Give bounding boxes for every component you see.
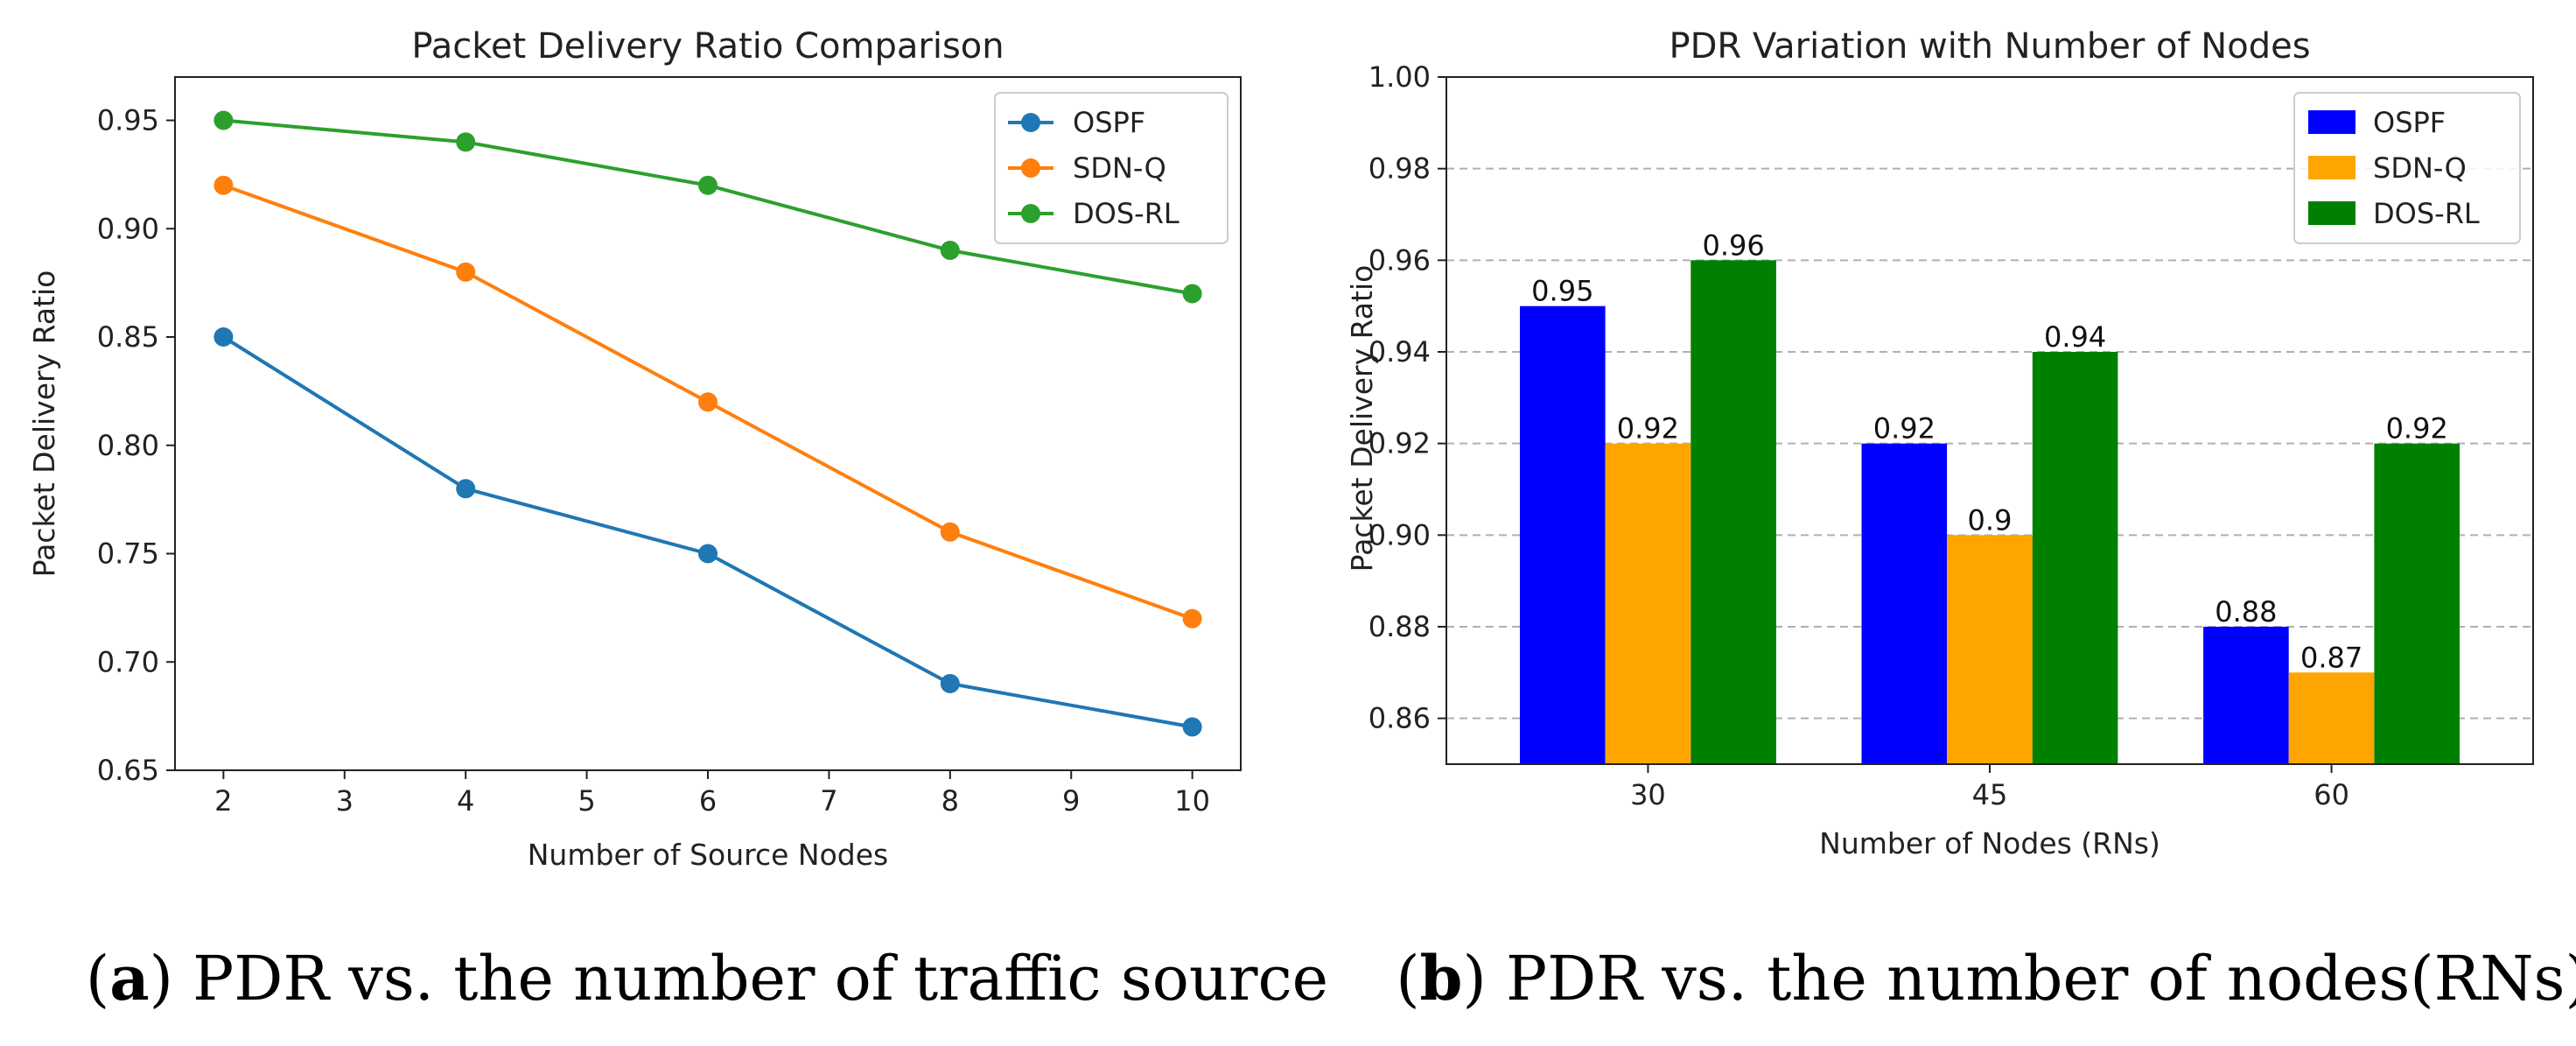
bar-value-label: 0.92: [1873, 412, 1936, 446]
bar-chart-legend: OSPF SDN-Q DOS-RL: [2293, 92, 2521, 244]
y-tick-label: 0.92: [1368, 427, 1431, 460]
y-tick-label: 0.70: [97, 645, 159, 678]
line-chart-y-ticks: 0.65 0.70 0.75 0.80 0.85 0.90 0.95: [97, 104, 175, 787]
bar-dos-rl-30: [1690, 260, 1776, 764]
data-point-sdn-q: [456, 262, 476, 282]
bar-value-label: 0.96: [1702, 228, 1764, 262]
data-point-ospf: [698, 544, 718, 564]
y-tick-label: 0.88: [1368, 610, 1431, 643]
bar-sdn-q-30: [1605, 443, 1691, 764]
bar-value-label: 0.95: [1531, 275, 1593, 308]
x-tick-label: 10: [1174, 784, 1210, 818]
legend-box: [994, 92, 1228, 244]
y-tick-label: 0.86: [1368, 702, 1431, 735]
line-chart-plot: [214, 110, 1202, 737]
y-tick-label: 0.85: [97, 320, 159, 354]
bar-value-label: 0.88: [2215, 595, 2277, 628]
caption-a-text: PDR vs. the number of traffic source: [173, 943, 1328, 1014]
data-point-ospf: [1182, 717, 1202, 737]
x-tick-label: 60: [2314, 778, 2349, 811]
bar-chart-title: PDR Variation with Number of Nodes: [1669, 26, 2310, 67]
data-point-dos-rl: [1182, 284, 1202, 304]
data-point-sdn-q: [698, 392, 718, 412]
legend-label-ospf: OSPF: [1073, 106, 1145, 139]
bar-chart: PDR Variation with Number of Nodes 0.950…: [1345, 26, 2534, 860]
bar-chart-y-ticks: 0.86 0.88 0.90 0.92 0.94 0.96 0.98 1.00: [1368, 60, 1446, 735]
bar-value-label: 0.94: [2044, 320, 2106, 354]
legend-label-dos-rl: DOS-RL: [1073, 197, 1180, 230]
line-chart-title: Packet Delivery Ratio Comparison: [411, 26, 1004, 67]
data-point-sdn-q: [1182, 608, 1202, 628]
x-tick-label: 2: [214, 784, 232, 818]
bar-chart-xlabel: Number of Nodes (RNs): [1819, 826, 2160, 860]
legend-dot-dos-rl: [1021, 204, 1040, 223]
bar-value-label: 0.9: [1968, 503, 2012, 537]
caption-b: (b) PDR vs. the number of nodes(RNs): [1396, 942, 2576, 1014]
data-point-dos-rl: [456, 132, 476, 152]
line-chart-ylabel: Packet Delivery Ratio: [27, 270, 61, 578]
x-tick-label: 9: [1062, 784, 1080, 818]
caption-b-text: PDR vs. the number of nodes(RNs): [1487, 943, 2576, 1014]
y-tick-label: 0.94: [1368, 335, 1431, 369]
line-chart-xlabel: Number of Source Nodes: [528, 838, 889, 872]
legend-swatch-sdn-q: [2308, 156, 2356, 179]
data-point-ospf: [214, 327, 234, 347]
legend-dot-sdn-q: [1021, 158, 1040, 178]
data-point-sdn-q: [940, 522, 960, 542]
data-point-dos-rl: [940, 241, 960, 260]
x-tick-label: 4: [457, 784, 474, 818]
bar-chart-plot: 0.95 0.92 0.96 0.92 0.9 0.94 0.88 0.87 0.92: [1520, 228, 2460, 764]
data-point-ospf: [940, 674, 960, 693]
bar-ospf-45: [1861, 443, 1948, 764]
bar-sdn-q-45: [1947, 535, 2033, 764]
x-tick-label: 3: [336, 784, 354, 818]
bar-value-label: 0.87: [2300, 641, 2362, 674]
y-tick-label: 0.98: [1368, 152, 1431, 186]
x-tick-label: 5: [578, 784, 595, 818]
caption-a-letter: a: [109, 942, 149, 1014]
legend-dot-ospf: [1021, 113, 1040, 132]
y-tick-label: 0.80: [97, 429, 159, 462]
line-chart: Packet Delivery Ratio Comparison 2 3 4 5 6 7 8…: [27, 26, 1242, 872]
bar-value-label: 0.92: [1617, 412, 1679, 446]
bar-value-label: 0.92: [2386, 412, 2448, 446]
bar-sdn-q-60: [2288, 672, 2375, 764]
legend-swatch-ospf: [2308, 110, 2356, 134]
bar-ospf-30: [1520, 305, 1606, 764]
x-tick-label: 7: [820, 784, 837, 818]
x-tick-label: 6: [699, 784, 717, 818]
y-tick-label: 0.65: [97, 754, 159, 787]
caption-b-letter: b: [1420, 942, 1463, 1014]
y-tick-label: 0.90: [97, 212, 159, 245]
x-tick-label: 45: [1972, 778, 2008, 811]
data-point-sdn-q: [214, 175, 234, 195]
y-tick-label: 0.90: [1368, 518, 1431, 551]
bar-chart-ylabel: Packet Delivery Ratio: [1345, 265, 1379, 572]
data-point-dos-rl: [698, 175, 718, 195]
legend-label-sdn-q: SDN-Q: [2373, 151, 2467, 185]
line-chart-legend: OSPF SDN-Q DOS-RL: [994, 92, 1228, 244]
bar-dos-rl-60: [2374, 443, 2460, 764]
legend-swatch-dos-rl: [2308, 201, 2356, 225]
y-tick-label: 1.00: [1368, 60, 1431, 94]
data-point-dos-rl: [214, 110, 234, 130]
line-chart-x-ticks: 2 3 4 5 6 7 8 9 10: [214, 770, 1210, 818]
bar-dos-rl-45: [2032, 352, 2118, 764]
x-tick-label: 30: [1630, 778, 1666, 811]
x-tick-label: 8: [942, 784, 959, 818]
y-tick-label: 0.75: [97, 537, 159, 571]
data-point-ospf: [456, 479, 476, 499]
bar-chart-x-ticks: 30 45 60: [1630, 764, 2349, 811]
y-tick-label: 0.96: [1368, 243, 1431, 277]
bar-ospf-60: [2203, 627, 2289, 764]
legend-label-dos-rl: DOS-RL: [2373, 197, 2480, 230]
y-tick-label: 0.95: [97, 104, 159, 137]
legend-label-sdn-q: SDN-Q: [1073, 151, 1166, 185]
legend-label-ospf: OSPF: [2373, 106, 2446, 139]
caption-a: (a) PDR vs. the number of traffic source: [86, 942, 1328, 1014]
